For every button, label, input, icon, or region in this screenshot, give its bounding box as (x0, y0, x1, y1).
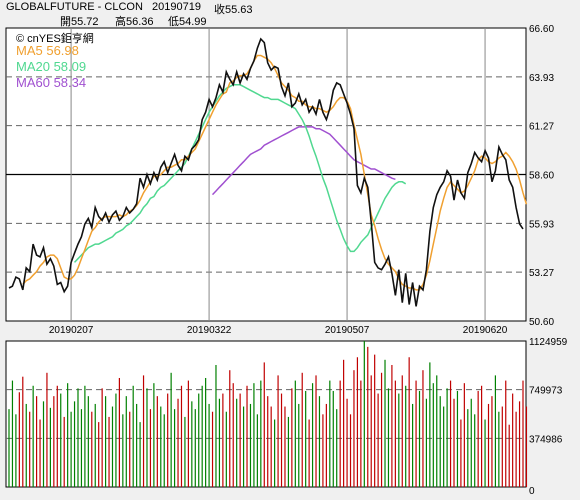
close-price-line (8, 37, 524, 307)
symbol-label: GLOBALFUTURE - CLCON (6, 1, 143, 13)
volume-tick-label: 1124959 (529, 337, 568, 348)
high-price-label: 高56.36 (115, 16, 154, 28)
price-lines (8, 37, 528, 307)
volume-grid (6, 389, 526, 439)
ma60-legend: MA60 58.34 (16, 75, 87, 90)
date-tick-label: 20190620 (463, 325, 508, 336)
volume-bars (8, 341, 528, 487)
price-tick-label: 55.93 (529, 219, 554, 230)
ma60-line (211, 126, 396, 196)
price-tick-label: 61.27 (529, 122, 554, 133)
date-tick-label: 20190507 (325, 325, 370, 336)
price-tick-label: 66.60 (529, 24, 554, 35)
date-label: 20190719 (152, 1, 201, 13)
price-tick-label: 50.60 (529, 317, 554, 328)
open-price-label: 開55.72 (60, 16, 99, 28)
date-tick-label: 20190322 (187, 325, 232, 336)
volume-tick-label: 0 (529, 486, 535, 497)
ma20-legend: MA20 58.09 (16, 59, 87, 74)
date-axis-labels: 20190207 20190322 20190507 20190620 (49, 325, 508, 336)
date-tick-label: 20190207 (49, 325, 94, 336)
price-tick-label: 63.93 (529, 73, 554, 84)
volume-axis-labels: 0 374986 749973 1124959 (529, 337, 568, 497)
volume-tick-label: 749973 (529, 386, 563, 397)
price-grid (6, 28, 526, 321)
low-price-label: 低54.99 (168, 16, 207, 28)
volume-tick-label: 374986 (529, 434, 563, 445)
price-tick-label: 53.27 (529, 268, 554, 279)
price-tick-label: 58.60 (529, 171, 554, 182)
close-price-label: 收55.63 (214, 4, 253, 16)
watermark-label: © cnYES鉅亨網 (16, 33, 94, 45)
volume-panel (5, 340, 527, 488)
price-axis-labels: 66.60 63.93 61.27 58.60 55.93 53.27 50.60 (529, 24, 554, 328)
ma5-legend: MA5 56.98 (16, 43, 79, 58)
